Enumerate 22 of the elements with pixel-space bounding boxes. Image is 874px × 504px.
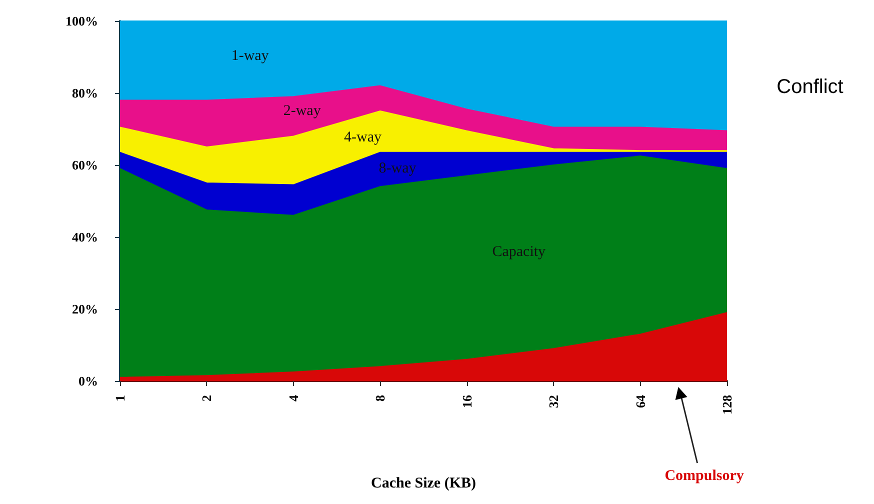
y-tick-label: 100%: [66, 14, 98, 28]
y-tick-label: 20%: [72, 302, 98, 316]
y-tick-label: 40%: [72, 230, 98, 244]
text: Conflict: [776, 76, 844, 98]
series-label: 4-way: [344, 129, 382, 146]
text: Compulsory: [664, 468, 744, 484]
x-tick-label: 16: [459, 394, 474, 408]
x-tick-label: 4: [286, 394, 301, 402]
x-tick-label: 128: [720, 394, 734, 414]
y-tick-label: 80%: [72, 86, 98, 100]
series-label: Capacity: [492, 244, 546, 260]
series-label: 8-way: [378, 160, 417, 176]
x-axis-title: Cache Size (KB): [371, 476, 476, 492]
x-tick-label: 64: [632, 394, 648, 408]
x-tick-label: 1: [112, 395, 128, 402]
y-tick-label: 0%: [78, 374, 98, 388]
series-label: 2-way: [283, 102, 322, 119]
y-tick-label: 60%: [72, 158, 98, 172]
x-tick-label: 8: [372, 394, 388, 402]
series-label: 1-way: [231, 48, 270, 64]
x-tick-label: 2: [199, 395, 214, 402]
x-tick-label: 32: [546, 395, 562, 408]
